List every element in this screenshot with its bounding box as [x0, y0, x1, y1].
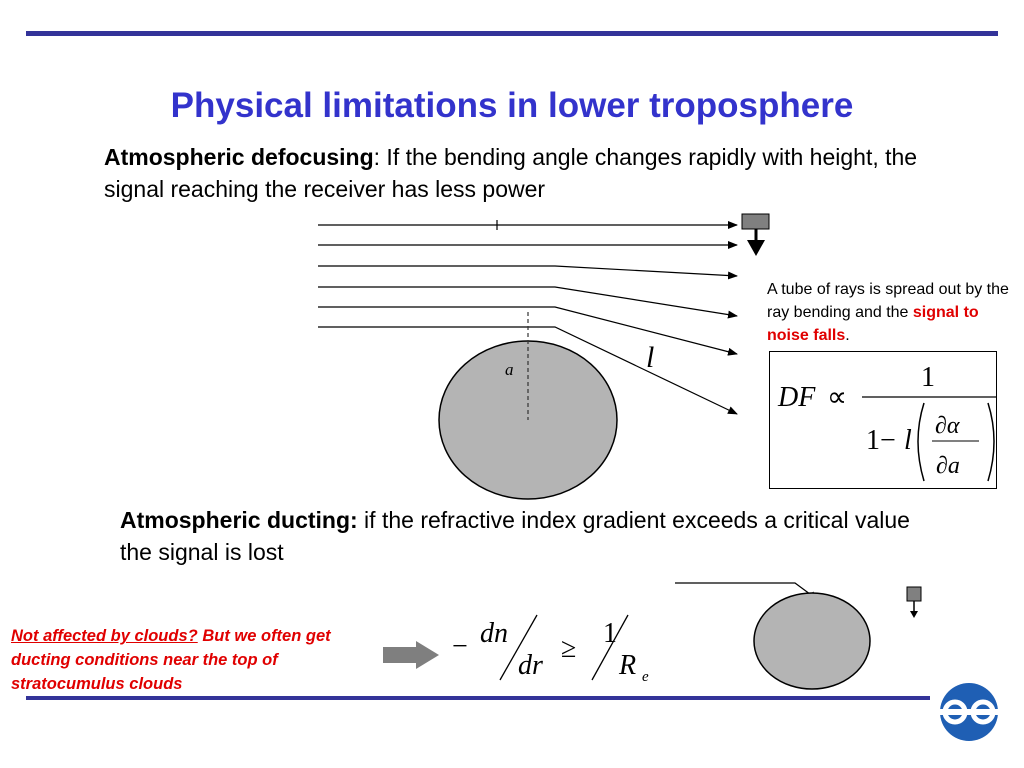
- duct-sub-e: e: [642, 669, 649, 685]
- duct-dn: dn: [480, 618, 508, 649]
- ducting-heading: Atmospheric ducting:: [120, 507, 358, 533]
- clouds-note-rest: But we often get ducting conditions near…: [11, 627, 331, 693]
- label-a: a: [505, 360, 514, 379]
- df-formula-box: [769, 351, 997, 489]
- duct-geq: ≥: [561, 633, 576, 664]
- df-right-paren: [987, 402, 995, 482]
- duct-slash-2: [591, 614, 629, 681]
- clouds-note: Not affected by clouds? But we often get…: [11, 624, 381, 696]
- df-partial-alpha: ∂α: [935, 413, 960, 439]
- tube-of-rays-note: A tube of rays is spread out by the ray …: [767, 278, 1017, 347]
- ducting-text: if the refractive index gradient exceeds…: [120, 507, 910, 565]
- ray-5: [318, 306, 738, 356]
- df-lhs: DF: [777, 382, 816, 413]
- df-denom-prefix: 1−: [866, 425, 896, 456]
- duct-one: 1: [603, 618, 617, 649]
- ducting-formula: − dn dr ≥ 1 R e: [452, 614, 649, 685]
- top-rule: [26, 31, 998, 36]
- ducting-paragraph: Atmospheric ducting: if the refractive i…: [120, 504, 920, 568]
- ray-4: [318, 286, 738, 319]
- defocusing-paragraph: Atmospheric defocusing: If the bending a…: [104, 141, 924, 205]
- defocusing-formula: DF ∝ 1 1− l ∂α ∂a: [777, 362, 996, 482]
- ray-6: [318, 326, 738, 415]
- tube-note-highlight: signal to noise falls: [767, 304, 979, 344]
- bottom-rule: [26, 696, 930, 700]
- duct-dr: dr: [518, 650, 543, 681]
- right-arrow-icon: [383, 641, 439, 669]
- df-left-paren: [917, 402, 925, 482]
- label-l: l: [646, 341, 654, 374]
- df-prop: ∝: [827, 382, 847, 413]
- df-denom-l: l: [904, 425, 912, 456]
- receiver-icon: [741, 213, 770, 256]
- df-numerator: 1: [921, 362, 935, 393]
- ray-bundle: [318, 220, 738, 415]
- duct-minus: −: [452, 631, 468, 662]
- defocusing-heading: Atmospheric defocusing: [104, 144, 374, 170]
- duct-slash-1: [499, 614, 538, 681]
- ducting-diagram: [675, 582, 922, 690]
- tube-note-text: A tube of rays is spread out by the ray …: [767, 281, 1009, 321]
- cloud-circle: [753, 592, 871, 690]
- defocusing-text: : If the bending angle changes rapidly w…: [104, 144, 918, 202]
- page-title: Physical limitations in lower tropospher…: [170, 86, 854, 125]
- df-partial-a: ∂a: [936, 453, 960, 479]
- small-receiver-icon: [906, 586, 922, 618]
- ray-3: [318, 265, 738, 280]
- clouds-note-question: Not affected by clouds?: [11, 627, 198, 645]
- duct-R: R: [618, 650, 636, 681]
- ecmwf-logo-icon: [940, 683, 998, 741]
- tube-note-end: .: [845, 327, 850, 344]
